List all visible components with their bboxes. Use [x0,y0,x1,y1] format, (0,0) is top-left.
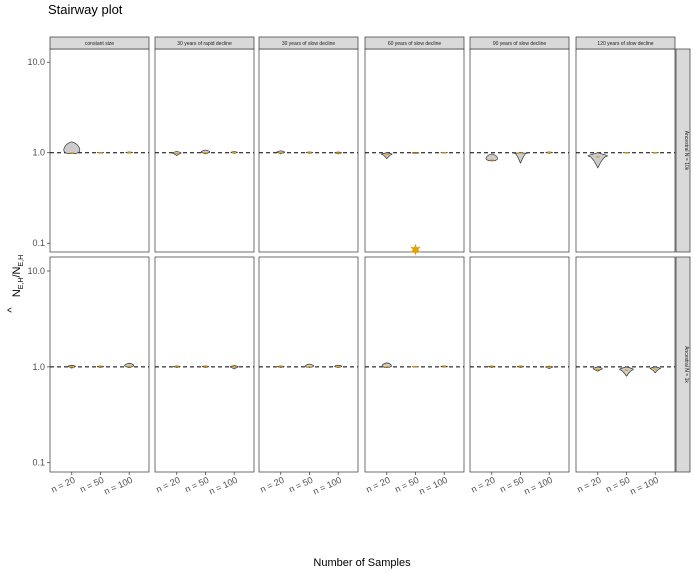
column-strip [364,36,465,50]
row-strip [675,48,691,253]
violin [619,366,634,377]
column-strip [49,36,150,50]
y-tick-label: 10.0 [27,266,45,276]
x-tick-label: n = 50 [604,475,631,495]
column-strip-label: constant size [85,41,114,47]
column-strip [575,36,676,50]
panel-background [576,49,675,252]
column-strip-label: 90 years of slow decline [493,41,547,47]
panel-border [154,256,255,473]
x-tick-label: n = 50 [78,475,105,495]
x-tick-label: n = 20 [258,475,285,495]
violin [485,153,498,162]
violin [587,152,608,169]
y-tick-label: 0.1 [32,458,45,468]
y-tick-label: 1.0 [32,362,45,372]
column-strip-label: 60 years of slow decline [388,41,442,47]
x-tick-label: n = 100 [207,475,239,497]
facet-strips: constant size 30 years of rapid decline 30… [49,36,691,473]
panel-border [469,256,570,473]
column-strip [154,36,255,50]
x-tick-label: n = 20 [154,475,181,495]
x-tick-label: n = 100 [102,475,134,497]
x-axis-title: Number of Samples [313,557,411,569]
panel-border [364,256,465,473]
panel-border [49,256,150,473]
panel-background [155,257,254,472]
panel-background [470,49,569,252]
panel-background [365,49,464,252]
violin [200,149,211,155]
row-strip-label: Ancestral N = 1k [683,346,689,383]
x-tick-label: n = 50 [498,475,525,495]
column-strip-label: 30 years of rapid decline [177,41,232,47]
x-tick-label: n = 100 [417,475,449,497]
x-tick-label: n = 20 [364,475,391,495]
x-tick-label: n = 100 [522,475,554,497]
x-tick-label: n = 100 [628,475,660,497]
violin [63,141,81,155]
x-tick-label: n = 50 [393,475,420,495]
violin-marks [50,141,675,377]
panel-border [258,256,359,473]
x-axis: n = 20 n = 50n = 100 n = 20 n = 50n = 100 n … [49,472,660,497]
panel-background [365,257,464,472]
svg-text:^: ^ [6,307,18,313]
column-strip-label: 30 years of slow decline [282,41,336,47]
violin [305,363,314,369]
column-strip [469,36,570,50]
violin [381,152,393,160]
violin [381,362,392,369]
column-strip-label: 120 years of slow decline [597,41,653,47]
panel-background [576,257,675,472]
violin [649,366,661,374]
panel-background [50,257,149,472]
y-tick-label: 0.1 [32,238,45,248]
x-tick-label: n = 50 [287,475,314,495]
row-strip [675,256,691,473]
row-strip-label: Ancestral N = 10k [683,131,689,171]
panel-background [259,49,358,252]
x-tick-label: n = 50 [183,475,210,495]
y-tick-label: 10.0 [27,57,45,67]
panel-background [470,257,569,472]
chart-title: Stairway plot [48,2,123,17]
violin [512,151,529,164]
violin [124,362,135,369]
y-axis: 0.1 1.0 10.0 0.1 1.0 10.0 [27,57,50,468]
svg-text:NE,H/NE,H: NE,H/NE,H [11,255,25,297]
facet-panels [49,48,676,473]
y-axis-title: NE,H/NE,H ^ [6,255,25,313]
x-tick-label: n = 20 [49,475,76,495]
x-tick-label: n = 100 [311,475,343,497]
x-tick-label: n = 20 [469,475,496,495]
x-tick-label: n = 20 [575,475,602,495]
column-strip [258,36,359,50]
outlier-point [410,243,421,256]
panel-border [575,256,676,473]
y-tick-label: 1.0 [32,148,45,158]
